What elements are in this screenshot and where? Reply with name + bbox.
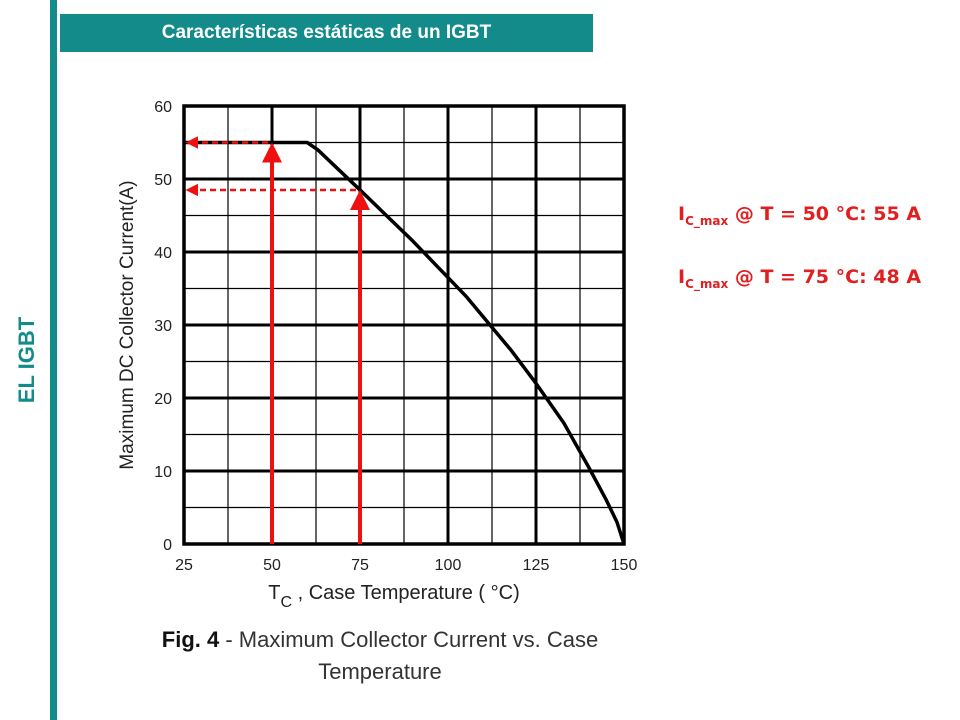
plot-frame (182, 104, 626, 546)
x-tick-label: 50 (263, 557, 281, 574)
annotation-50c: IC_max @ T = 50 °C: 55 A (678, 203, 922, 228)
y-tick-label: 0 (163, 537, 172, 554)
side-accent-bar (50, 0, 57, 720)
series-line (184, 140, 626, 545)
x-tick-label: 75 (351, 557, 369, 574)
y-axis-label: Maximum DC Collector Current(A) (117, 180, 138, 469)
y-tick-label: 20 (154, 391, 172, 408)
x-axis-label: TC , Case Temperature ( °C) (268, 582, 520, 611)
x-tick-label: 100 (435, 557, 462, 574)
y-tick-label: 30 (154, 318, 172, 335)
x-tick-label: 125 (523, 557, 550, 574)
y-tick-label: 50 (154, 172, 172, 189)
x-tick-label: 150 (611, 557, 638, 574)
y-tick-label: 10 (154, 464, 172, 481)
annotation-75c: IC_max @ T = 75 °C: 48 A (678, 266, 922, 291)
x-tick-label: 25 (175, 557, 193, 574)
y-tick-label: 40 (154, 245, 172, 262)
y-tick-label: 60 (154, 99, 172, 116)
slide-title: Características estáticas de un IGBT (60, 14, 593, 52)
figure-caption: Fig. 4 - Maximum Collector Current vs. C… (161, 627, 599, 684)
